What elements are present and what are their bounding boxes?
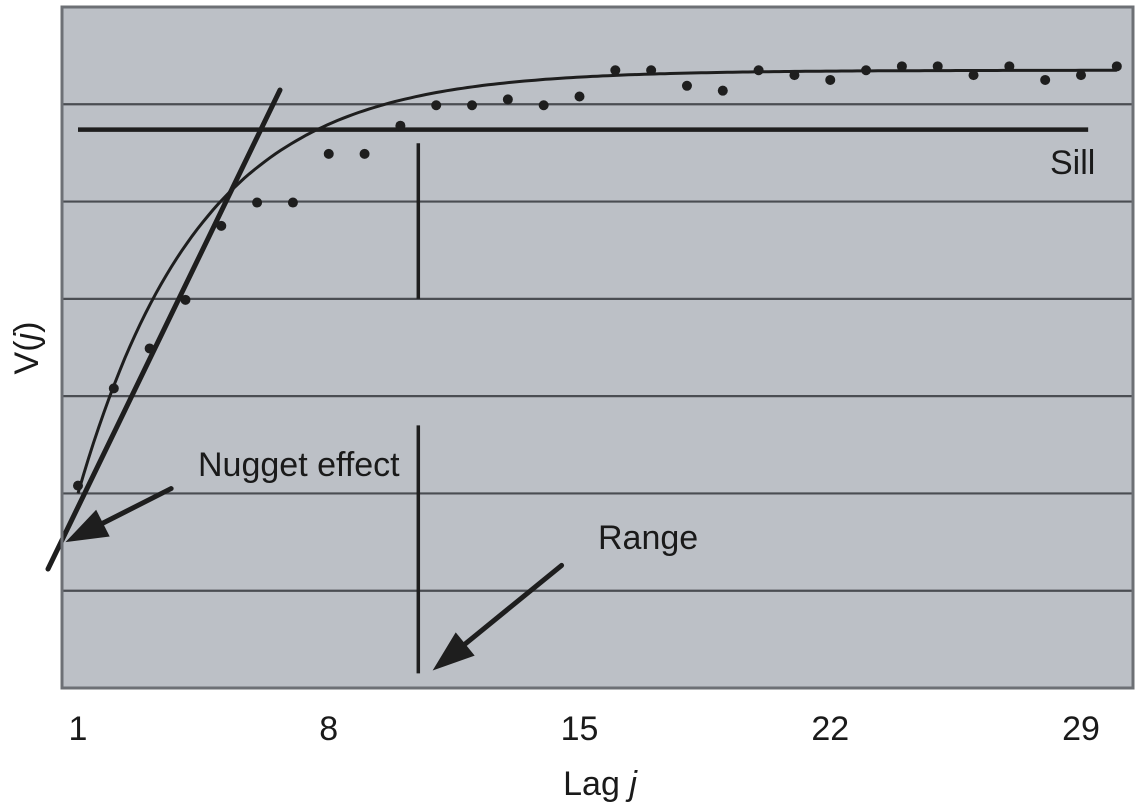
plot-area <box>62 7 1133 688</box>
x-tick-labels: 1 8 15 22 29 <box>69 710 1100 748</box>
y-axis-label-pre: V( <box>8 340 46 375</box>
data-point <box>502 94 513 105</box>
data-point <box>144 343 155 354</box>
x-tick-label: 15 <box>561 710 599 748</box>
x-tick-label: 22 <box>811 710 849 748</box>
nugget-effect-label: Nugget effect <box>198 446 400 484</box>
data-point <box>359 148 370 159</box>
x-axis-label-text: Lag <box>563 765 629 803</box>
data-point <box>73 480 83 491</box>
x-axis-label-italic: j <box>625 765 638 803</box>
series-layer <box>45 61 1122 572</box>
data-point <box>431 100 442 111</box>
data-point <box>287 197 298 208</box>
data-point <box>252 197 263 208</box>
data-point <box>1004 61 1015 72</box>
data-point <box>717 85 728 96</box>
data-point <box>323 148 334 159</box>
data-point <box>216 220 227 231</box>
sill-label: Sill <box>1050 144 1095 182</box>
data-point <box>932 61 943 72</box>
data-point <box>180 294 191 305</box>
y-axis-label-italic: j <box>8 331 46 344</box>
y-axis-label: V(j) <box>8 322 46 375</box>
data-point <box>610 65 621 76</box>
data-point <box>1076 70 1086 81</box>
nugget-effect-arrow-shaft <box>100 486 174 526</box>
annotation-arrows <box>65 486 565 671</box>
range-arrow-head <box>432 632 475 671</box>
reference-lines <box>78 127 1089 674</box>
data-point <box>1040 74 1051 85</box>
data-point <box>968 70 979 81</box>
data-point <box>1111 61 1122 72</box>
y-axis-label-post: ) <box>8 322 46 333</box>
data-point <box>538 100 549 111</box>
data-point <box>861 65 872 76</box>
data-point <box>395 120 406 131</box>
range-arrow-shaft <box>462 562 565 647</box>
data-point <box>789 70 800 81</box>
data-point <box>896 61 907 72</box>
x-tick-label: 29 <box>1062 710 1100 748</box>
data-point <box>825 74 836 85</box>
data-point <box>753 65 764 76</box>
nugget-effect-arrow-head <box>65 509 110 543</box>
x-tick-label: 1 <box>69 710 88 748</box>
range-label: Range <box>598 519 698 557</box>
data-point <box>646 65 657 76</box>
plot-frame <box>60 5 1135 690</box>
initial-slope-line <box>45 87 283 572</box>
data-point <box>681 80 692 91</box>
data-point <box>467 100 478 111</box>
fitted-model-curve <box>76 68 1117 494</box>
x-tick-label: 8 <box>319 710 338 748</box>
x-axis-label: Lag j <box>563 765 638 803</box>
gridlines <box>62 103 1133 592</box>
data-point <box>108 383 119 394</box>
data-point <box>574 91 585 102</box>
